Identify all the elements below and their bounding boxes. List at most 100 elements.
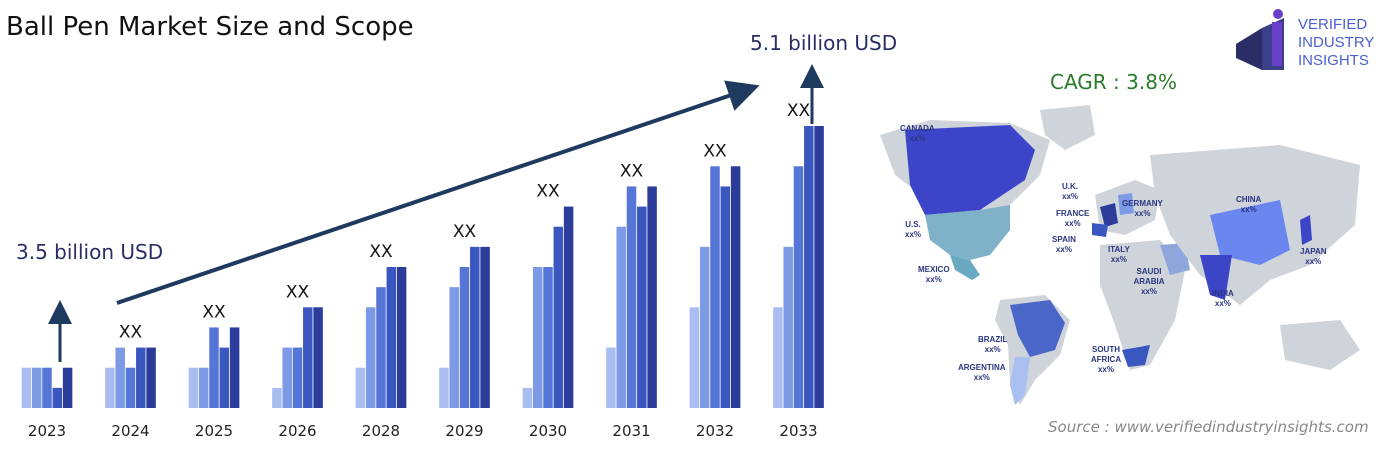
world-map-graphic <box>880 105 1360 405</box>
map-label-saudi-arabia: SAUDI ARABIA xx% <box>1133 267 1165 296</box>
bar-2026-s5 <box>313 307 323 408</box>
bar-2032-s2 <box>699 246 710 408</box>
map-label-uk: U.K. xx% <box>1062 182 1079 201</box>
bar-2029-s3 <box>459 267 470 408</box>
bar-2032-s1 <box>689 307 700 408</box>
x-tick-label-2026: 2026 <box>278 422 316 440</box>
bar-2030-s5 <box>563 206 574 408</box>
france-region <box>1100 203 1118 227</box>
bar-2030-s1 <box>522 387 533 408</box>
japan-region <box>1300 215 1312 245</box>
spain-region <box>1092 223 1108 237</box>
bar-2028-s1 <box>355 367 366 408</box>
bar-2033-s4 <box>804 126 814 408</box>
x-tick-label-2025: 2025 <box>195 422 233 440</box>
bar-2032-s3 <box>710 166 720 408</box>
bar-2024-s5 <box>146 347 156 408</box>
bar-2025-s1 <box>188 367 199 408</box>
bar-2029-s2 <box>449 287 459 408</box>
x-tick-label-2028: 2028 <box>362 422 400 440</box>
bar-2030-s3 <box>543 267 553 408</box>
map-label-south-africa: SOUTH AFRICA xx% <box>1090 345 1122 374</box>
data-label-2032: XX <box>703 141 727 161</box>
map-label-canada: CANADA xx% <box>900 124 935 143</box>
map-label-italy: ITALY xx% <box>1108 245 1130 264</box>
map-label-us: U.S. xx% <box>905 220 922 239</box>
map-label-japan: JAPAN xx% <box>1300 247 1327 266</box>
bar-2029-s5 <box>480 246 490 408</box>
bar-2029-s4 <box>470 246 480 408</box>
bar-2031-s2 <box>616 226 626 408</box>
bar-chart: 2023 2024 XX 2025 XX 2026 XX 2028 XX 2029 XX 2030 XX… <box>21 64 824 440</box>
bar-2032-s4 <box>720 186 731 408</box>
south-africa-region <box>1122 345 1150 367</box>
bar-2028-s2 <box>365 307 376 408</box>
india-region <box>1200 255 1232 300</box>
source-note: Source : www.verifiedindustryinsights.co… <box>1048 418 1369 436</box>
argentina-region <box>1010 357 1030 405</box>
logo-line-2: INDUSTRY <box>1298 34 1375 51</box>
bar-2028-s5 <box>396 267 407 408</box>
data-label-2029: XX <box>453 222 477 242</box>
trend-arrow <box>116 80 760 305</box>
bar-2026-s1 <box>272 387 282 408</box>
bar-2026-s2 <box>282 347 292 408</box>
end-value-label: 5.1 billion USD <box>750 31 898 55</box>
bar-2029-s1 <box>439 367 449 408</box>
data-label-2026: XX <box>286 282 310 302</box>
x-tick-label-2033: 2033 <box>779 422 817 440</box>
data-label-2024: XX <box>119 323 143 343</box>
map-label-spain: SPAIN xx% <box>1052 235 1076 254</box>
map-label-india: INDIA xx% <box>1212 289 1234 308</box>
data-label-2025: XX <box>202 302 226 322</box>
start-value-label: 3.5 billion USD <box>16 240 164 264</box>
bar-2033-s3 <box>793 166 804 408</box>
logo-mark-icon <box>1236 9 1284 70</box>
map-label-brazil: BRAZIL xx% <box>978 335 1008 354</box>
x-tick-label-2029: 2029 <box>445 422 483 440</box>
page-title: Ball Pen Market Size and Scope <box>6 12 414 42</box>
canada-region <box>905 125 1035 215</box>
bar-2032-s5 <box>730 166 741 408</box>
bar-2030-s4 <box>553 226 564 408</box>
map-label-china: CHINA xx% <box>1236 195 1262 214</box>
germany-region <box>1118 193 1134 215</box>
logo-line-3: INSIGHTS <box>1298 52 1369 69</box>
map-label-mexico: MEXICO xx% <box>918 265 950 284</box>
bar-2025-s5 <box>229 327 240 408</box>
data-label-2033: XX <box>787 101 811 121</box>
data-label-2031: XX <box>620 161 644 181</box>
bar-2028-s4 <box>386 267 397 408</box>
bar-2031-s5 <box>647 186 657 408</box>
x-tick-label-2030: 2030 <box>529 422 567 440</box>
bar-2028-s3 <box>376 287 386 408</box>
bar-2024-s4 <box>136 347 146 408</box>
brazil-region <box>1010 300 1065 357</box>
bar-2033-s5 <box>814 126 824 408</box>
bar-2023-s2 <box>31 367 42 408</box>
bar-2024-s3 <box>125 367 136 408</box>
bar-2031-s4 <box>637 206 647 408</box>
bar-2033-s2 <box>783 246 793 408</box>
map-label-france: FRANCE xx% <box>1056 209 1090 228</box>
data-label-2030: XX <box>536 182 560 202</box>
bar-2033-s1 <box>773 307 783 408</box>
bar-2024-s2 <box>115 347 125 408</box>
mexico-region <box>950 255 980 280</box>
bar-2031-s3 <box>626 186 637 408</box>
bar-2024-s1 <box>105 367 115 408</box>
x-tick-label-2032: 2032 <box>696 422 734 440</box>
bar-2031-s1 <box>606 347 616 408</box>
bar-2023-s3 <box>42 367 52 408</box>
cagr-label: CAGR : 3.8% <box>1050 70 1177 94</box>
bar-2023-s5 <box>62 367 73 408</box>
bar-2025-s3 <box>209 327 219 408</box>
map-label-germany: GERMANY xx% <box>1122 199 1163 218</box>
bar-2030-s2 <box>532 267 543 408</box>
x-tick-label-2023: 2023 <box>28 422 66 440</box>
bar-2025-s2 <box>198 367 209 408</box>
logo-line-1: VERIFIED <box>1298 16 1368 33</box>
china-region <box>1210 200 1290 265</box>
bar-2026-s3 <box>292 347 303 408</box>
bar-2025-s4 <box>219 347 230 408</box>
